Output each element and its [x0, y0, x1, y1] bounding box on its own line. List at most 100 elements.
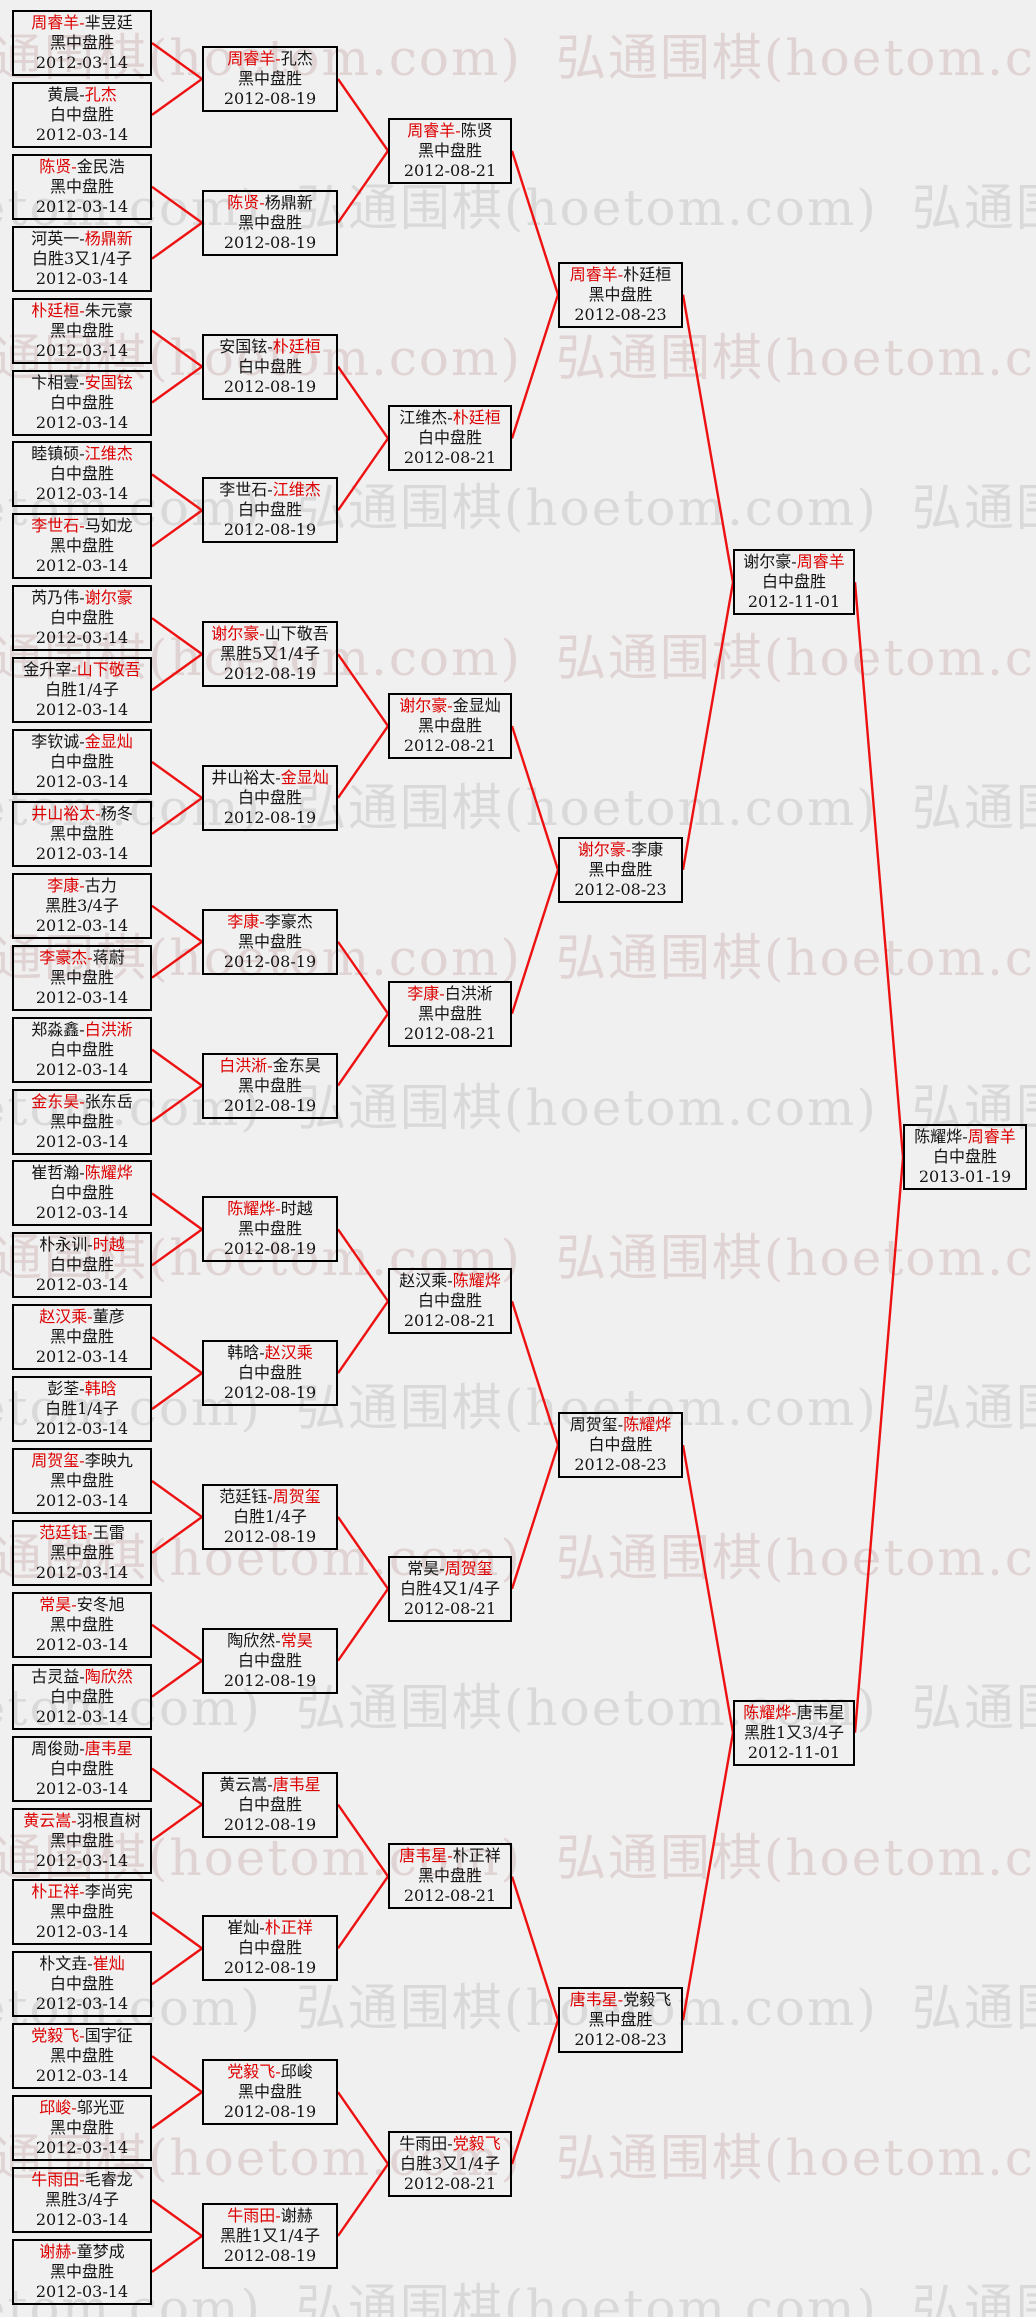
match-result: 黑胜1又1/4子 — [220, 2225, 320, 2245]
watermark-text: 弘通围棋(hoetom.com) — [295, 779, 878, 837]
player2-name: 朴正祥 — [452, 1846, 501, 1866]
player2-name: 金显灿 — [452, 696, 501, 716]
connector-line — [681, 582, 735, 871]
match-players: 江维杰-朴廷桓 — [399, 408, 500, 428]
player2-name: 杨鼎新 — [264, 192, 313, 212]
player1-name: 崔灿 — [227, 1918, 260, 1938]
connector-line — [337, 1012, 389, 1087]
match-players: 牛雨田-毛睿龙 — [31, 2170, 132, 2190]
match-box: 常昊-周贺玺 白胜4又1/4子 2012-08-21 — [388, 1555, 512, 1622]
connector-line — [337, 437, 389, 512]
match-players: 牛雨田-党毅飞 — [399, 2134, 500, 2154]
match-box: 周睿羊-陈贤 黑中盘胜 2012-08-21 — [388, 117, 512, 184]
player1-name: 周贺玺 — [31, 1451, 80, 1470]
player2-name: 周睿羊 — [796, 552, 845, 572]
match-result: 黑中盘胜 — [417, 1866, 482, 1886]
player2-name: 唐韦星 — [84, 1738, 133, 1758]
players-dash: - — [79, 516, 85, 536]
watermark-row: 弘通围棋(hoetom.com)弘通围棋(hoetom.com)弘通围棋(hoe… — [0, 2268, 1036, 2317]
connector-line — [151, 1947, 203, 1986]
player1-name: 白洪淅 — [219, 1055, 268, 1075]
watermark-text: 弘通围棋(hoetom.com) — [911, 779, 1036, 837]
match-result: 黑中盘胜 — [417, 716, 482, 736]
watermark-text: 弘通围棋(hoetom.com) — [0, 479, 262, 537]
match-box: 朴永训-时越 白中盘胜 2012-03-14 — [12, 1232, 152, 1299]
match-result: 黑中盘胜 — [237, 212, 302, 232]
watermark-row: 弘通围棋(hoetom.com)弘通围棋(hoetom.com)弘通围棋(hoe… — [0, 2118, 1036, 2190]
match-players: 李豪杰-蒋蔚 — [39, 948, 124, 968]
player1-name: 李康 — [47, 875, 80, 895]
watermark-row: 弘通围棋(hoetom.com)弘通围棋(hoetom.com)弘通围棋(hoe… — [0, 768, 1036, 840]
match-result: 白中盘胜 — [761, 572, 826, 592]
watermark-row: 弘通围棋(hoetom.com)弘通围棋(hoetom.com)弘通围棋(hoe… — [0, 168, 1036, 240]
match-date: 2012-03-14 — [35, 1994, 129, 2014]
match-date: 2012-03-14 — [35, 412, 129, 432]
players-dash: - — [79, 228, 85, 248]
match-date: 2012-08-21 — [403, 2174, 497, 2194]
connector-line — [337, 1875, 389, 1950]
match-result: 黑中盘胜 — [417, 140, 482, 160]
player1-name: 范廷钰 — [39, 1522, 88, 1542]
players-dash: - — [87, 1522, 93, 1542]
player1-name: 范廷钰 — [219, 1486, 268, 1506]
match-result: 白中盘胜 — [237, 500, 302, 520]
match-date: 2012-03-14 — [35, 700, 129, 720]
player2-name: 白洪淅 — [444, 983, 493, 1003]
match-result: 白胜1/4子 — [233, 1506, 307, 1526]
match-players: 芮乃伟-谢尔豪 — [31, 588, 132, 608]
player1-name: 周睿羊 — [569, 264, 618, 284]
player1-name: 牛雨田 — [227, 2205, 276, 2225]
match-box: 韩晗-赵汉乘 白中盘胜 2012-08-19 — [202, 1340, 338, 1407]
match-date: 2012-03-14 — [35, 987, 129, 1007]
match-result: 白胜3又1/4子 — [400, 2154, 500, 2174]
match-result: 白中盘胜 — [49, 104, 114, 124]
match-players: 谢尔豪-李康 — [578, 840, 663, 860]
match-date: 2012-08-23 — [574, 1455, 667, 1475]
match-date: 2012-08-19 — [223, 1383, 317, 1403]
watermark-row: 弘通围棋(hoetom.com)弘通围棋(hoetom.com)弘通围棋(hoe… — [0, 1218, 1036, 1290]
match-result: 白中盘胜 — [932, 1147, 997, 1167]
players-dash: - — [79, 875, 85, 895]
connector-line — [510, 1444, 560, 1590]
players-dash: - — [617, 1990, 624, 2010]
players-dash: - — [625, 839, 632, 859]
players-dash: - — [259, 1343, 265, 1363]
match-date: 2012-08-21 — [403, 1023, 497, 1043]
player2-name: 芈昱廷 — [84, 13, 133, 32]
connector-line — [151, 42, 203, 80]
connector-line — [151, 77, 203, 116]
player2-name: 白洪淅 — [84, 1019, 133, 1039]
match-players: 党毅飞-邱峻 — [227, 2062, 312, 2082]
match-box: 黄云嵩-羽根直树 黑中盘胜 2012-03-14 — [12, 1807, 152, 1874]
connector-line — [151, 1480, 203, 1518]
match-result: 黑中盘胜 — [49, 1111, 114, 1131]
watermark-text: 弘通围棋(hoetom.com) — [295, 1679, 878, 1737]
match-date: 2012-08-19 — [223, 1239, 317, 1259]
player2-name: 时越 — [280, 1199, 313, 1219]
connector-line — [151, 1515, 203, 1554]
match-players: 谢尔豪-金显灿 — [399, 696, 500, 716]
match-date: 2012-03-14 — [35, 1203, 129, 1223]
match-box: 谢尔豪-李康 黑中盘胜 2012-08-23 — [558, 836, 683, 903]
players-dash: - — [79, 1451, 85, 1470]
player1-name: 周睿羊 — [227, 48, 276, 68]
player2-name: 谢赫 — [280, 2205, 313, 2225]
player2-name: 安冬旭 — [76, 1594, 125, 1614]
match-date: 2012-03-14 — [35, 484, 129, 504]
match-result: 黑中盘胜 — [49, 33, 114, 52]
player2-name: 常昊 — [280, 1630, 313, 1650]
match-date: 2012-03-14 — [35, 340, 129, 360]
connector-line — [337, 653, 389, 727]
match-players: 睦镇硕-江维杰 — [31, 444, 132, 464]
connector-line — [510, 869, 560, 1015]
match-result: 白中盘胜 — [237, 1363, 302, 1383]
match-box: 彭荃-韩晗 白胜1/4子 2012-03-14 — [12, 1376, 152, 1443]
match-date: 2012-08-19 — [223, 88, 317, 108]
match-result: 白中盘胜 — [49, 1686, 114, 1706]
player1-name: 李康 — [407, 983, 440, 1003]
match-players: 邱峻-邬光亚 — [39, 2098, 124, 2118]
players-dash: - — [79, 84, 85, 104]
player2-name: 陶欣然 — [84, 1666, 133, 1686]
match-players: 陈耀烨-时越 — [227, 1199, 312, 1219]
player2-name: 江维杰 — [84, 444, 133, 464]
